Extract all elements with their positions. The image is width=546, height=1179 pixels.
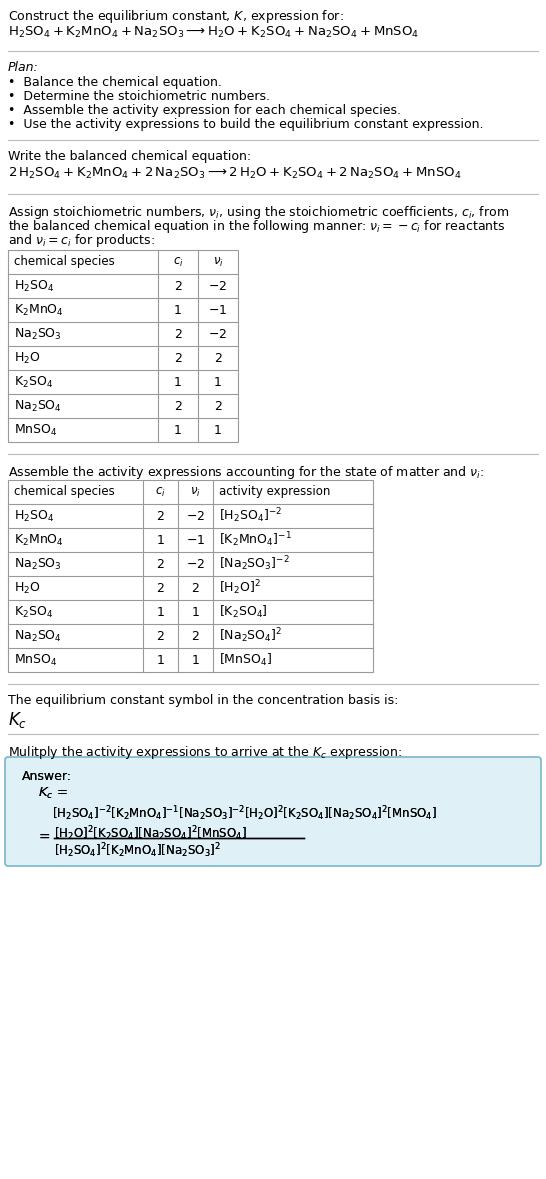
- Text: $\mathrm{Na_2SO_4}$: $\mathrm{Na_2SO_4}$: [14, 399, 62, 414]
- Text: Write the balanced chemical equation:: Write the balanced chemical equation:: [8, 150, 251, 163]
- Text: 1: 1: [192, 653, 199, 666]
- Text: 2: 2: [174, 279, 182, 292]
- Text: $K_c$ =: $K_c$ =: [38, 786, 68, 801]
- Text: •  Assemble the activity expression for each chemical species.: • Assemble the activity expression for e…: [8, 104, 401, 117]
- Text: $[\mathrm{H_2SO_4}]^{-2}[\mathrm{K_2MnO_4}]^{-1}[\mathrm{Na_2SO_3}]^{-2}[\mathrm: $[\mathrm{H_2SO_4}]^{-2}[\mathrm{K_2MnO_…: [52, 804, 437, 823]
- Text: 2: 2: [157, 509, 164, 522]
- Text: $[\mathrm{Na_2SO_3}]^{-2}$: $[\mathrm{Na_2SO_3}]^{-2}$: [219, 554, 290, 573]
- Text: $\mathrm{K_2SO_4}$: $\mathrm{K_2SO_4}$: [14, 605, 53, 619]
- Text: 2: 2: [192, 581, 199, 594]
- Text: Answer:: Answer:: [22, 770, 72, 783]
- Text: $\mathrm{H_2O}$: $\mathrm{H_2O}$: [14, 350, 40, 365]
- Text: $\mathrm{MnSO_4}$: $\mathrm{MnSO_4}$: [14, 422, 57, 437]
- Text: $[\mathrm{Na_2SO_4}]^{2}$: $[\mathrm{Na_2SO_4}]^{2}$: [219, 627, 282, 645]
- Text: •  Use the activity expressions to build the equilibrium constant expression.: • Use the activity expressions to build …: [8, 118, 484, 131]
- Text: 2: 2: [157, 630, 164, 643]
- Text: $-2$: $-2$: [186, 509, 205, 522]
- Text: 1: 1: [214, 423, 222, 436]
- Text: $[\mathrm{H_2SO_4}]^{2}[\mathrm{K_2MnO_4}][\mathrm{Na_2SO_3}]^{2}$: $[\mathrm{H_2SO_4}]^{2}[\mathrm{K_2MnO_4…: [54, 841, 221, 859]
- Text: $[\mathrm{K_2SO_4}]$: $[\mathrm{K_2SO_4}]$: [219, 604, 268, 620]
- Text: $-2$: $-2$: [209, 328, 228, 341]
- Text: 1: 1: [174, 303, 182, 316]
- Text: 1: 1: [157, 534, 164, 547]
- Text: $c_i$: $c_i$: [155, 486, 166, 499]
- Text: Answer:: Answer:: [22, 770, 72, 783]
- Text: $\nu_i$: $\nu_i$: [190, 486, 201, 499]
- Text: $K_c$: $K_c$: [8, 710, 27, 730]
- Text: $\mathrm{Na_2SO_3}$: $\mathrm{Na_2SO_3}$: [14, 327, 62, 342]
- Text: $\mathrm{K_2MnO_4}$: $\mathrm{K_2MnO_4}$: [14, 533, 64, 547]
- Text: 2: 2: [192, 630, 199, 643]
- Text: $-2$: $-2$: [209, 279, 228, 292]
- Text: $[\mathrm{H_2SO_4}]^{2}[\mathrm{K_2MnO_4}][\mathrm{Na_2SO_3}]^{2}$: $[\mathrm{H_2SO_4}]^{2}[\mathrm{K_2MnO_4…: [54, 841, 221, 859]
- Text: =: =: [38, 831, 50, 845]
- Text: $\mathrm{H_2SO_4 + K_2MnO_4 + Na_2SO_3 \longrightarrow H_2O + K_2SO_4 + Na_2SO_4: $\mathrm{H_2SO_4 + K_2MnO_4 + Na_2SO_3 \…: [8, 25, 419, 40]
- Text: 1: 1: [174, 375, 182, 389]
- Text: •  Balance the chemical equation.: • Balance the chemical equation.: [8, 75, 222, 88]
- Text: $-2$: $-2$: [186, 558, 205, 571]
- Text: •  Determine the stoichiometric numbers.: • Determine the stoichiometric numbers.: [8, 90, 270, 103]
- Text: $[\mathrm{H_2SO_4}]^{-2}$: $[\mathrm{H_2SO_4}]^{-2}$: [219, 507, 282, 526]
- Text: 1: 1: [214, 375, 222, 389]
- Text: $\mathrm{Na_2SO_3}$: $\mathrm{Na_2SO_3}$: [14, 556, 62, 572]
- Text: Mulitply the activity expressions to arrive at the $K_c$ expression:: Mulitply the activity expressions to arr…: [8, 744, 402, 760]
- Text: 2: 2: [174, 400, 182, 413]
- Text: $-1$: $-1$: [209, 303, 228, 316]
- Text: $\mathrm{H_2O}$: $\mathrm{H_2O}$: [14, 580, 40, 595]
- Text: $[\mathrm{MnSO_4}]$: $[\mathrm{MnSO_4}]$: [219, 652, 272, 668]
- Text: 2: 2: [157, 558, 164, 571]
- Text: $\mathrm{K_2MnO_4}$: $\mathrm{K_2MnO_4}$: [14, 303, 64, 317]
- Text: 1: 1: [192, 606, 199, 619]
- Text: activity expression: activity expression: [219, 486, 330, 499]
- Text: $\mathrm{H_2SO_4}$: $\mathrm{H_2SO_4}$: [14, 278, 54, 294]
- Text: 1: 1: [157, 653, 164, 666]
- Text: Assemble the activity expressions accounting for the state of matter and $\nu_i$: Assemble the activity expressions accoun…: [8, 465, 484, 481]
- Text: $\mathrm{MnSO_4}$: $\mathrm{MnSO_4}$: [14, 652, 57, 667]
- Text: The equilibrium constant symbol in the concentration basis is:: The equilibrium constant symbol in the c…: [8, 694, 399, 707]
- Text: Plan:: Plan:: [8, 61, 39, 74]
- Text: Construct the equilibrium constant, $K$, expression for:: Construct the equilibrium constant, $K$,…: [8, 8, 344, 25]
- Text: $[\mathrm{H_2O}]^{2}[\mathrm{K_2SO_4}][\mathrm{Na_2SO_4}]^{2}[\mathrm{MnSO_4}]$: $[\mathrm{H_2O}]^{2}[\mathrm{K_2SO_4}][\…: [54, 824, 247, 843]
- Text: chemical species: chemical species: [14, 256, 115, 269]
- Text: 1: 1: [157, 606, 164, 619]
- Text: $\mathrm{2\,H_2SO_4 + K_2MnO_4 + 2\,Na_2SO_3 \longrightarrow 2\,H_2O + K_2SO_4 +: $\mathrm{2\,H_2SO_4 + K_2MnO_4 + 2\,Na_2…: [8, 166, 461, 182]
- Text: $\mathrm{K_2SO_4}$: $\mathrm{K_2SO_4}$: [14, 375, 53, 389]
- Text: chemical species: chemical species: [14, 486, 115, 499]
- Text: $K_c$ =: $K_c$ =: [38, 786, 68, 801]
- Text: $\nu_i$: $\nu_i$: [212, 256, 223, 269]
- Text: $-1$: $-1$: [186, 534, 205, 547]
- Text: 2: 2: [174, 328, 182, 341]
- Text: $\mathrm{H_2SO_4}$: $\mathrm{H_2SO_4}$: [14, 508, 54, 523]
- Text: $\mathrm{Na_2SO_4}$: $\mathrm{Na_2SO_4}$: [14, 628, 62, 644]
- Bar: [8, 480, 373, 672]
- Text: $[\mathrm{H_2O}]^{2}[\mathrm{K_2SO_4}][\mathrm{Na_2SO_4}]^{2}[\mathrm{MnSO_4}]$: $[\mathrm{H_2O}]^{2}[\mathrm{K_2SO_4}][\…: [54, 824, 247, 843]
- Text: and $\nu_i = c_i$ for products:: and $\nu_i = c_i$ for products:: [8, 232, 155, 249]
- Text: 1: 1: [174, 423, 182, 436]
- Bar: [8, 250, 238, 442]
- Text: $[\mathrm{H_2O}]^{2}$: $[\mathrm{H_2O}]^{2}$: [219, 579, 261, 598]
- Text: $c_i$: $c_i$: [173, 256, 183, 269]
- Text: Assign stoichiometric numbers, $\nu_i$, using the stoichiometric coefficients, $: Assign stoichiometric numbers, $\nu_i$, …: [8, 204, 509, 220]
- Text: the balanced chemical equation in the following manner: $\nu_i = -c_i$ for react: the balanced chemical equation in the fo…: [8, 218, 506, 235]
- Text: 2: 2: [157, 581, 164, 594]
- Text: $[\mathrm{H_2SO_4}]^{-2}[\mathrm{K_2MnO_4}]^{-1}[\mathrm{Na_2SO_3}]^{-2}[\mathrm: $[\mathrm{H_2SO_4}]^{-2}[\mathrm{K_2MnO_…: [52, 804, 437, 823]
- Text: 2: 2: [214, 400, 222, 413]
- Text: 2: 2: [214, 351, 222, 364]
- Text: 2: 2: [174, 351, 182, 364]
- Text: $[\mathrm{K_2MnO_4}]^{-1}$: $[\mathrm{K_2MnO_4}]^{-1}$: [219, 531, 292, 549]
- Text: =: =: [38, 831, 50, 845]
- FancyBboxPatch shape: [5, 757, 541, 867]
